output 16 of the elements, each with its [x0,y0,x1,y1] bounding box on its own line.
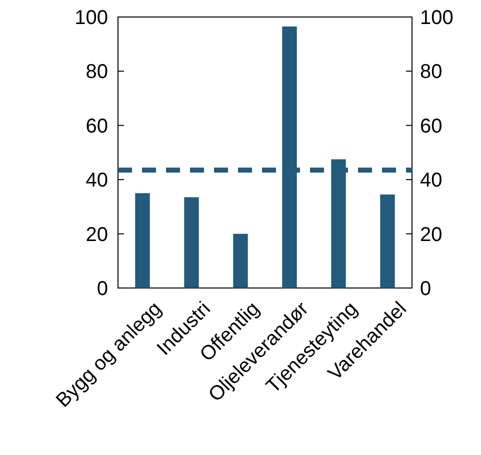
y2-tick-label: 40 [420,170,442,192]
bar [135,193,150,288]
y2-tick-label: 60 [420,115,442,138]
y2-tick-label: 20 [420,224,442,246]
y-tick-label: 40 [86,170,108,192]
y2-tick-label: 0 [420,278,432,300]
y-tick-label: 80 [86,61,108,84]
y-tick-label: 100 [74,7,108,29]
y-tick-label: 20 [86,224,108,246]
y-tick-label: 0 [96,278,108,300]
bar [233,234,248,288]
y2-tick-label: 80 [420,61,442,84]
y2-tick-label: 100 [420,7,454,29]
y-tick-label: 60 [86,115,108,138]
bar [380,194,395,288]
bar [184,197,199,288]
